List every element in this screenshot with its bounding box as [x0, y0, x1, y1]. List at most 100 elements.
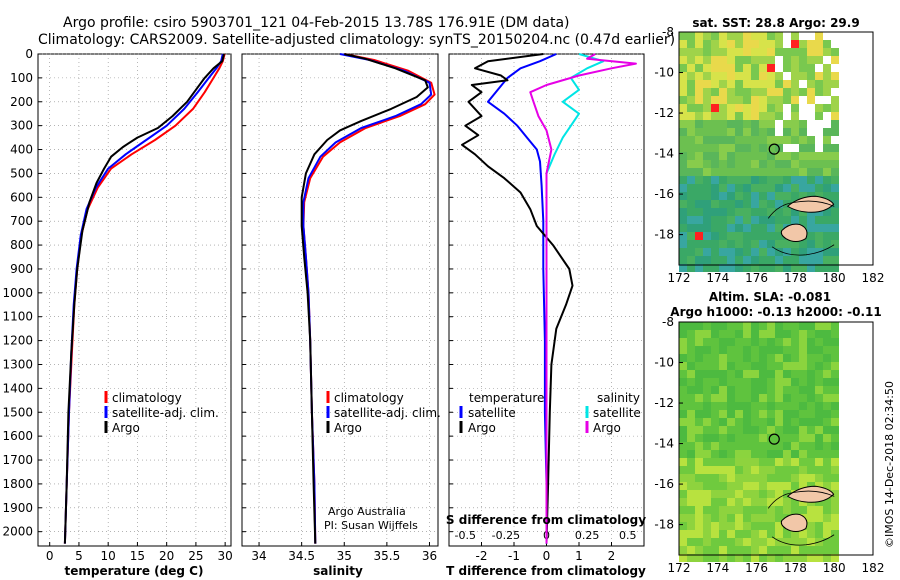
map-cell [735, 498, 743, 506]
map-cell [831, 538, 839, 546]
map-cell [711, 80, 719, 88]
map-cell [695, 80, 703, 88]
map-cell [759, 370, 767, 378]
map-cell [751, 546, 759, 554]
map-cell [767, 466, 775, 474]
legend-argo-label: Argo [334, 421, 362, 435]
map-cell [807, 128, 815, 136]
latitude-label: -16 [654, 187, 674, 201]
map-cell [727, 490, 735, 498]
map-cell [719, 200, 727, 208]
map-cell [751, 104, 759, 112]
map-cell [687, 104, 695, 112]
depth-tick-label: 1200 [2, 334, 33, 348]
map-cell [695, 458, 703, 466]
map-cell [775, 466, 783, 474]
map-cell [711, 386, 719, 394]
map-cell [815, 112, 823, 120]
map-cell [807, 232, 815, 240]
map-cell [759, 378, 767, 386]
map-cell [759, 88, 767, 96]
x-tick-label: 25 [188, 549, 203, 563]
map-cell [799, 538, 807, 546]
map-cell [735, 120, 743, 128]
map-cell [791, 538, 799, 546]
map-cell [711, 498, 719, 506]
map-cell [767, 200, 775, 208]
depth-tick-label: 1800 [2, 477, 33, 491]
map-cell [703, 522, 711, 530]
map-cell [767, 256, 775, 264]
map-cell [679, 434, 687, 442]
map-cell [703, 80, 711, 88]
map-cell [823, 256, 831, 264]
map-cell [831, 112, 839, 120]
map-cell [679, 418, 687, 426]
legend-salinity-title: salinity [597, 391, 640, 405]
map-cell [735, 176, 743, 184]
map-cell [743, 506, 751, 514]
map-cell [743, 88, 751, 96]
map-cell [823, 514, 831, 522]
sst-map-title: sat. SST: 28.8 Argo: 29.9 [692, 16, 859, 30]
map-cell [831, 506, 839, 514]
map-cell [783, 498, 791, 506]
map-cell [735, 410, 743, 418]
map-cell [767, 418, 775, 426]
salinity-xlabel: salinity [313, 564, 363, 578]
map-cell [727, 128, 735, 136]
map-cell [679, 322, 687, 330]
map-cell [759, 240, 767, 248]
map-cell [759, 362, 767, 370]
map-cell [759, 386, 767, 394]
map-cell [759, 232, 767, 240]
map-cell [807, 240, 815, 248]
map-cell [815, 522, 823, 530]
map-cell [679, 88, 687, 96]
map-cell [679, 362, 687, 370]
map-cell [743, 490, 751, 498]
map-cell [767, 410, 775, 418]
pi-annotation: PI: Susan Wijffels [324, 519, 418, 532]
map-cell [759, 474, 767, 482]
depth-tick-label: 0 [25, 47, 33, 61]
map-cell [815, 394, 823, 402]
map-cell [823, 330, 831, 338]
map-cell [695, 498, 703, 506]
map-cell [743, 120, 751, 128]
map-cell [719, 330, 727, 338]
map-cell [799, 136, 807, 144]
map-cell [815, 256, 823, 264]
map-cell [831, 370, 839, 378]
map-cell [799, 56, 807, 64]
map-cell [751, 322, 759, 330]
map-cell [807, 40, 815, 48]
depth-tick-label: 700 [10, 214, 33, 228]
map-cell [703, 240, 711, 248]
depth-tick-label: 1400 [2, 381, 33, 395]
map-cell [775, 232, 783, 240]
map-cell [807, 330, 815, 338]
longitude-label: 178 [784, 561, 807, 575]
map-cell [775, 248, 783, 256]
map-cell [783, 442, 791, 450]
x-tick-label: 10 [101, 549, 116, 563]
map-cell [807, 224, 815, 232]
map-cell [743, 40, 751, 48]
depth-tick-label: 800 [10, 238, 33, 252]
map-cell [775, 394, 783, 402]
map-cell [679, 40, 687, 48]
depth-tick-label: 1700 [2, 453, 33, 467]
map-cell [759, 530, 767, 538]
map-cell [687, 192, 695, 200]
map-cell [791, 346, 799, 354]
map-cell [831, 418, 839, 426]
map-cell [695, 96, 703, 104]
map-cell [711, 152, 719, 160]
map-cell [807, 256, 815, 264]
map-cell [695, 112, 703, 120]
map-cell [791, 386, 799, 394]
map-cell [791, 168, 799, 176]
map-cell [823, 32, 831, 40]
map-cell [743, 64, 751, 72]
